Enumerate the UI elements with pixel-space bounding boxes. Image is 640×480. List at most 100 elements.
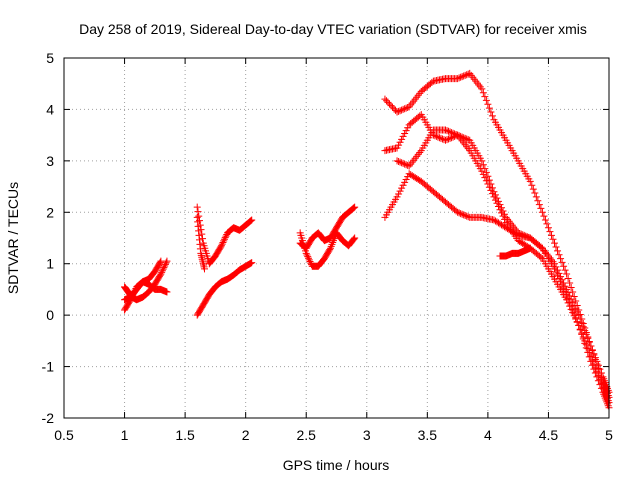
data-point [541,248,549,256]
data-point [393,157,401,165]
data-point [543,220,551,228]
data-point [507,219,515,227]
data-point [555,269,563,277]
data-point [560,262,568,270]
data-point [591,364,599,372]
data-point [567,305,575,313]
data-point [160,264,168,272]
x-tick-label: 1.5 [175,427,195,443]
data-point [161,260,169,268]
data-point [464,145,472,153]
data-point [575,321,583,329]
series-8 [296,229,359,270]
data-point [454,75,462,83]
data-point [302,249,310,257]
data-point [484,172,492,180]
data-point [463,212,471,220]
data-point [482,96,490,104]
data-point [248,259,256,267]
data-point [479,161,487,169]
data-point [402,161,410,169]
data-point [538,208,546,216]
data-point [156,271,164,279]
data-point [399,132,407,140]
data-point [305,256,313,264]
data-point [579,333,587,341]
data-point [573,318,581,326]
data-point [304,253,312,261]
data-point [158,268,166,276]
data-point [416,89,424,97]
y-tick-label: 5 [46,50,54,66]
data-point [404,161,412,169]
x-tick-label: 0.5 [54,427,74,443]
data-point [475,81,483,89]
data-point [558,276,566,284]
data-point [557,273,565,281]
data-point [199,235,207,243]
data-point [443,127,451,135]
data-point [528,181,536,189]
data-point [484,180,492,188]
data-point [434,133,442,141]
data-point [416,149,424,156]
data-point [546,254,554,262]
data-point [405,103,413,111]
data-point [389,103,397,111]
data-point [537,204,545,212]
data-point [569,298,577,306]
data-point [585,348,593,356]
data-point [382,97,390,105]
y-tick-label: -1 [42,359,55,375]
data-point [402,176,410,183]
data-point [405,162,413,170]
data-point [349,204,357,212]
data-point [463,143,471,151]
data-point [498,209,506,217]
data-point [454,208,462,216]
data-point [461,141,469,149]
data-point [467,71,475,79]
data-point [402,104,410,112]
data-point [446,128,454,136]
x-tick-label: 1 [121,427,129,443]
data-point [351,234,359,242]
data-point [248,216,256,224]
data-point [482,177,490,185]
chart-title: Day 258 of 2019, Sidereal Day-to-day VTE… [79,21,587,37]
data-point [484,100,492,108]
y-tick-label: -2 [42,410,55,426]
data-point [547,231,555,239]
series-13 [496,244,534,260]
y-tick-label: 3 [46,153,54,169]
data-point [217,243,225,251]
data-point [587,352,595,360]
data-point [543,250,551,258]
data-point [561,282,569,290]
data-point [563,285,571,293]
data-point [569,309,577,317]
data-point [162,259,170,267]
data-point [572,315,580,323]
data-point [485,183,493,191]
data-point [247,217,255,225]
data-point [395,190,403,198]
data-point [594,372,602,380]
data-point [569,288,577,296]
data-point [416,112,424,120]
data-point [399,105,407,113]
y-tick-label: 2 [46,204,54,220]
data-point [547,256,555,264]
data-point [458,73,466,81]
data-point [390,105,398,113]
data-point [478,85,486,93]
data-point [193,203,201,211]
data-points [121,69,613,412]
data-point [487,186,495,194]
x-axis-label: GPS time / hours [283,457,390,473]
data-point [478,167,486,175]
data-point [584,345,592,353]
data-point [408,158,416,166]
y-axis-label: SDTVAR / TECUs [5,182,21,294]
data-point [561,266,569,274]
